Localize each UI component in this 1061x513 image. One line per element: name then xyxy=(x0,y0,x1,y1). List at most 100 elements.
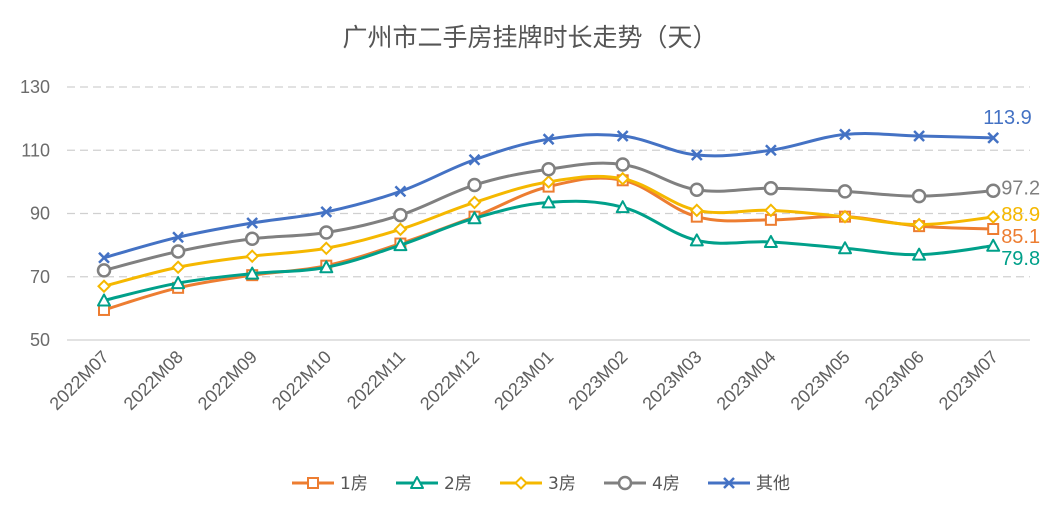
data-point-4 xyxy=(839,128,851,141)
data-point-2 xyxy=(615,171,630,186)
data-point-4 xyxy=(394,185,407,198)
legend-item-4: 其他 xyxy=(708,474,790,494)
data-point-2 xyxy=(763,203,778,218)
data-point-4 xyxy=(616,130,629,142)
data-point-2 xyxy=(97,279,111,294)
x-tick-label: 2023M05 xyxy=(787,347,854,414)
data-point-2 xyxy=(912,217,927,232)
data-point-2 xyxy=(838,209,852,224)
data-point-3 xyxy=(319,225,334,240)
data-point-1 xyxy=(689,233,704,247)
data-point-4-stroke xyxy=(320,206,333,218)
x-tick-label: 2023M03 xyxy=(638,347,705,414)
x-tick-label: 2022M09 xyxy=(194,347,261,414)
data-point-3 xyxy=(170,244,186,259)
legend-label: 3房 xyxy=(548,474,576,494)
data-point-2 xyxy=(689,203,704,218)
data-point-3 xyxy=(244,231,260,247)
end-labels: 113.9 97.2 88.985.179.8 xyxy=(983,107,1040,270)
data-point-3 xyxy=(689,182,705,198)
y-tick-label: 110 xyxy=(21,140,50,160)
data-point-3 xyxy=(467,177,482,193)
x-tick-label: 2022M12 xyxy=(416,347,483,414)
y-tick-label: 70 xyxy=(30,267,50,287)
legend-label: 4房 xyxy=(652,474,680,494)
legend-marker xyxy=(723,477,735,489)
legend-label: 其他 xyxy=(756,474,790,494)
x-tick-label: 2022M08 xyxy=(120,347,187,414)
data-point-4 xyxy=(468,153,481,166)
y-tick-label: 50 xyxy=(30,330,50,350)
x-tick-label: 2023M01 xyxy=(490,347,557,414)
data-point-3 xyxy=(911,188,927,204)
data-point-1 xyxy=(912,247,927,261)
data-point-3 xyxy=(96,263,112,278)
series-3-group xyxy=(96,157,1001,278)
data-point-3 xyxy=(763,180,779,196)
data-point-4-stroke xyxy=(690,149,703,161)
data-point-4-stroke xyxy=(394,185,407,198)
data-point-2 xyxy=(171,260,186,275)
x-tick-label: 2023M06 xyxy=(861,347,928,414)
legend-label: 1房 xyxy=(340,474,368,494)
x-tick-label: 2023M02 xyxy=(564,347,631,414)
legend-item-3: 4房 xyxy=(604,474,680,494)
data-point-4-stroke xyxy=(172,231,184,244)
data-point-4-stroke xyxy=(542,133,555,146)
data-point-2 xyxy=(541,174,556,189)
y-tick-label: 130 xyxy=(20,77,50,97)
legend-item-2: 3房 xyxy=(500,474,576,494)
data-point-1 xyxy=(245,266,260,280)
data-point-3 xyxy=(837,184,853,199)
legend-marker xyxy=(410,476,424,489)
data-point-1 xyxy=(763,234,778,248)
data-point-1 xyxy=(838,241,852,255)
legend-marker xyxy=(617,475,633,491)
data-point-4-stroke xyxy=(839,128,851,141)
data-point-3 xyxy=(615,157,630,172)
x-tick-label: 2022M11 xyxy=(343,347,409,413)
data-point-4-stroke xyxy=(913,130,925,142)
data-point-4-stroke xyxy=(765,144,777,157)
x-tick-label: 2023M04 xyxy=(713,347,780,414)
data-point-4 xyxy=(320,206,333,218)
end-label-1: 79.8 xyxy=(1001,248,1040,270)
data-point-2 xyxy=(986,210,1001,224)
legend-label: 2房 xyxy=(444,474,472,494)
data-point-1 xyxy=(393,238,408,252)
series-4-group xyxy=(98,128,1000,264)
end-label-4: 113.9 xyxy=(983,107,1032,129)
x-tick-label: 2022M10 xyxy=(268,347,335,414)
data-point-4 xyxy=(542,133,555,146)
data-point-1 xyxy=(171,276,186,290)
data-point-2 xyxy=(245,249,260,264)
legend-marker xyxy=(514,476,528,490)
legend-marker-stroke xyxy=(723,477,735,489)
data-point-1 xyxy=(986,238,1001,252)
data-point-2 xyxy=(393,222,408,237)
data-point-4-stroke xyxy=(468,153,481,166)
series-line-1 xyxy=(102,199,995,302)
series-2-group xyxy=(97,171,1001,294)
y-axis-ticks: 50 70 90 110 130 xyxy=(20,77,50,350)
end-label-2: 88.9 xyxy=(1001,204,1040,226)
data-point-1 xyxy=(319,260,334,274)
grid-layer xyxy=(67,86,1030,341)
data-point-4 xyxy=(246,217,259,229)
data-point-2 xyxy=(319,241,334,256)
data-point-4 xyxy=(913,130,925,142)
data-point-2 xyxy=(467,195,482,210)
series-layer xyxy=(96,128,1001,316)
x-axis-ticks: 2022M07 2022M08 2022M09 2022M10 2022M11 2022M… xyxy=(46,347,1002,414)
data-point-3 xyxy=(393,207,408,223)
legend: 1房 2房 3房 4房 其他 xyxy=(292,474,790,494)
data-point-4-stroke xyxy=(246,217,259,229)
end-label-0: 85.1 xyxy=(1001,226,1040,248)
data-point-4 xyxy=(98,251,110,264)
legend-marker xyxy=(307,477,319,489)
x-tick-label: 2023M07 xyxy=(935,347,1002,414)
data-point-3 xyxy=(541,161,556,177)
data-point-4 xyxy=(987,132,1000,144)
data-point-4-stroke xyxy=(616,130,629,142)
